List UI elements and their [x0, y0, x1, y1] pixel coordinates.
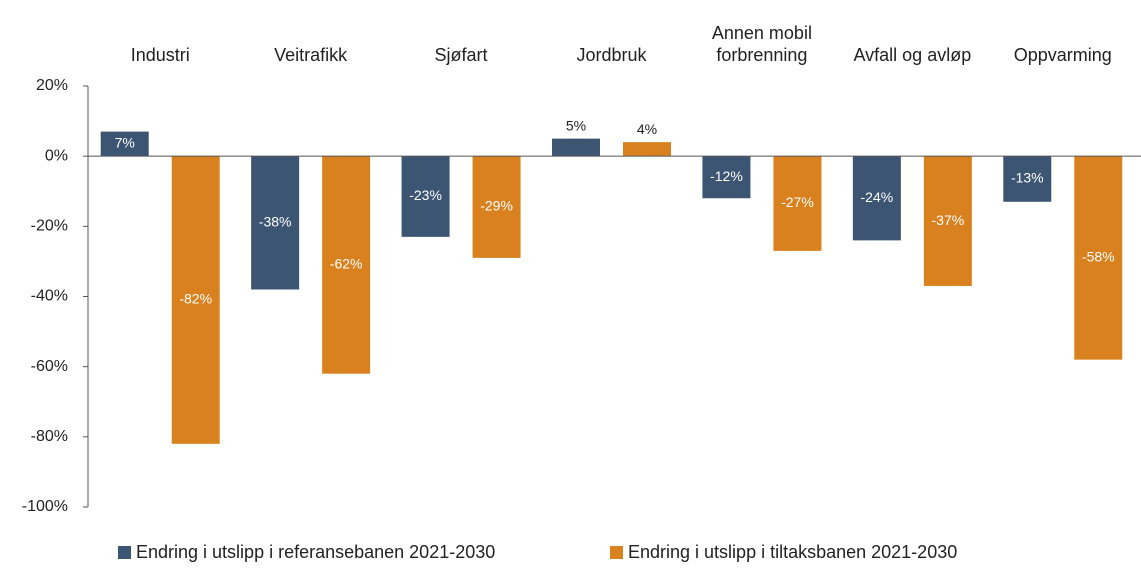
- legend-swatch: [610, 546, 623, 559]
- y-tick-label: -60%: [31, 358, 68, 375]
- bar: [1074, 156, 1123, 360]
- y-tick-label: -80%: [31, 428, 68, 445]
- bar: [472, 156, 521, 258]
- legend-label: Endring i utslipp i tiltaksbanen 2021-20…: [628, 542, 957, 562]
- bar: [852, 156, 901, 241]
- legend-swatch: [118, 546, 131, 559]
- bar: [322, 156, 371, 374]
- bar: [702, 156, 751, 199]
- bar: [100, 131, 149, 157]
- data-label: -62%: [330, 256, 363, 272]
- data-label: -82%: [179, 291, 212, 307]
- legend-label: Endring i utslipp i referansebanen 2021-…: [136, 542, 495, 562]
- data-label: -38%: [259, 214, 292, 230]
- category-label: Oppvarming: [1013, 45, 1112, 65]
- bar: [171, 156, 220, 444]
- data-label: -12%: [710, 168, 743, 184]
- category-label: Industri: [130, 45, 190, 65]
- data-label: -37%: [932, 212, 965, 228]
- category-label: Jordbruk: [576, 45, 647, 65]
- bar: [552, 138, 600, 157]
- data-label: -58%: [1082, 249, 1115, 265]
- data-label: 5%: [566, 117, 586, 133]
- bar: [251, 156, 300, 290]
- category-label: Annen mobil forbrenning: [711, 23, 812, 65]
- category-label: Veitrafikk: [274, 45, 348, 65]
- data-label: -27%: [781, 194, 814, 210]
- bar: [773, 156, 822, 251]
- category-label: Sjøfart: [434, 45, 488, 65]
- data-label: -29%: [480, 198, 513, 214]
- bar: [623, 142, 671, 157]
- y-tick-label: -100%: [22, 498, 68, 515]
- category-label: Avfall og avløp: [853, 45, 972, 65]
- data-label: -23%: [409, 187, 442, 203]
- bar: [401, 156, 450, 237]
- data-label: 4%: [637, 121, 657, 137]
- bar: [1003, 156, 1052, 202]
- y-tick-label: 0%: [45, 147, 68, 164]
- data-label: -24%: [861, 189, 894, 205]
- bar: [923, 156, 972, 286]
- y-tick-label: -40%: [31, 288, 68, 305]
- y-tick-label: 20%: [36, 77, 68, 94]
- y-tick-label: -20%: [31, 218, 68, 235]
- data-label: -13%: [1011, 170, 1044, 186]
- data-label: 7%: [115, 135, 135, 151]
